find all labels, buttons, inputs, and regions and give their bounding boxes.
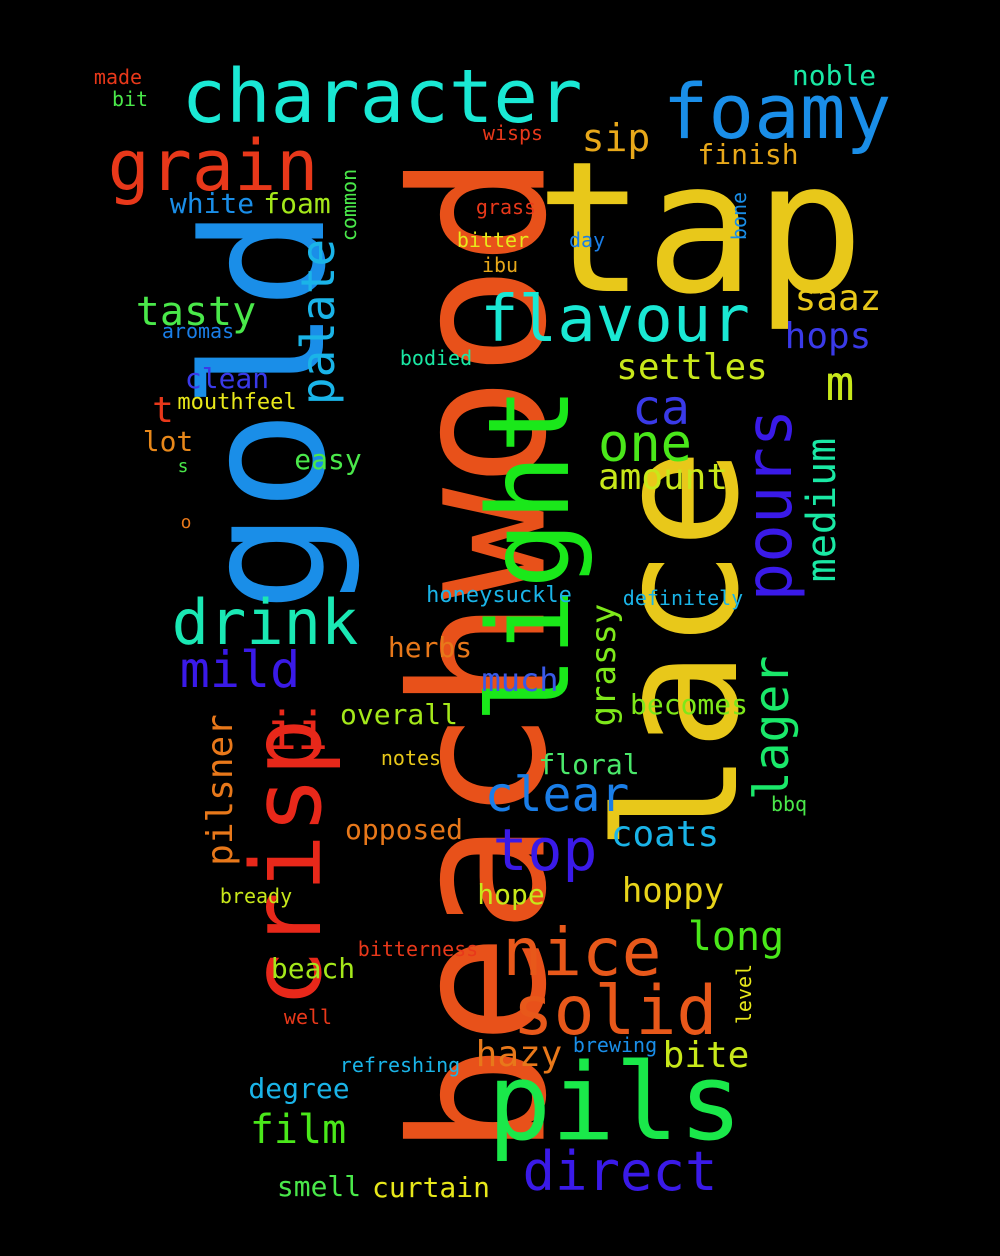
word-grassy: grassy — [584, 603, 624, 727]
word-level: level — [732, 963, 756, 1025]
word-ii: ii — [265, 702, 329, 762]
word-top: top — [492, 816, 598, 884]
word-mild: mild — [179, 641, 301, 699]
word-hope: hope — [477, 878, 545, 911]
word-medium: medium — [799, 437, 845, 583]
word-becomes: becomes — [629, 688, 749, 721]
word-hops: hops — [784, 316, 872, 357]
word-common: common — [337, 168, 361, 242]
word-film: film — [249, 1107, 347, 1153]
word-bone: bone — [727, 191, 751, 241]
word-notes: notes — [380, 746, 442, 770]
word-floral: floral — [538, 748, 640, 781]
word-smell: smell — [276, 1170, 362, 1203]
word-grain: grain — [107, 125, 319, 207]
word-herbs: herbs — [387, 631, 473, 664]
word-long: long — [687, 914, 785, 960]
word-s: s — [177, 456, 189, 477]
word-saaz: saaz — [794, 278, 882, 319]
word-aromas: aromas — [161, 319, 235, 343]
word-o: o — [180, 512, 192, 533]
word-bodied: bodied — [399, 346, 473, 370]
word-t: t — [152, 390, 174, 431]
word-wisps: wisps — [482, 121, 544, 145]
word-finish: finish — [697, 138, 799, 171]
word-direct: direct — [522, 1140, 718, 1203]
word-tap: tap — [535, 122, 865, 334]
word-ca: ca — [632, 380, 690, 436]
word-beach: beach — [270, 952, 356, 985]
word-well: well — [283, 1005, 333, 1029]
word-palate: palate — [291, 238, 345, 406]
word-grass: grass — [475, 195, 537, 219]
word-lager: lager — [744, 655, 800, 801]
word-opposed: opposed — [344, 813, 464, 846]
word-bite: bite — [662, 1035, 750, 1076]
word-bready: bready — [219, 884, 293, 908]
word-curtain: curtain — [371, 1171, 491, 1204]
word-noble: noble — [791, 59, 877, 92]
word-coats: coats — [610, 814, 720, 855]
word-amount: amount — [597, 457, 729, 498]
word-pilsner: pilsner — [200, 714, 241, 866]
word-mouthfeel: mouthfeel — [177, 390, 297, 415]
word-refreshing: refreshing — [339, 1053, 461, 1077]
word-character: character — [181, 54, 583, 140]
word-much: much — [481, 661, 559, 699]
word-clean: clean — [184, 362, 270, 395]
word-hoppy: hoppy — [621, 871, 725, 911]
word-honeysuckle: honeysuckle — [426, 583, 572, 608]
word-flavour: flavour — [480, 283, 750, 357]
word-solid: solid — [512, 972, 718, 1051]
word-degree: degree — [248, 1072, 350, 1105]
word-foam: foam — [263, 187, 331, 220]
word-pours: pours — [733, 408, 807, 602]
word-hazy: hazy — [475, 1034, 563, 1075]
word-one: one — [598, 414, 692, 474]
word-ibu: ibu — [481, 253, 519, 277]
word-bitterness: bitterness — [357, 937, 479, 961]
word-tasty: tasty — [135, 289, 257, 335]
word-clear: clear — [484, 767, 630, 823]
word-m: m — [825, 356, 855, 412]
word-easy: easy — [294, 443, 362, 476]
word-white: white — [169, 187, 255, 220]
word-lot: lot — [142, 425, 194, 458]
word-bit: bit — [111, 87, 149, 111]
word-drink: drink — [171, 586, 359, 659]
word-day: day — [568, 228, 606, 252]
word-bitter: bitter — [456, 228, 530, 252]
word-foamy: foamy — [662, 67, 892, 156]
word-pils: pils — [487, 1041, 743, 1164]
word-brewing: brewing — [572, 1033, 658, 1057]
word-definitely: definitely — [622, 586, 744, 610]
word-overall: overall — [339, 698, 459, 731]
word-made: made — [93, 65, 143, 89]
word-settles: settles — [616, 347, 768, 388]
word-nice: nice — [502, 914, 662, 991]
word-bbq: bbq — [770, 792, 808, 816]
word-sip: sip — [581, 116, 651, 160]
